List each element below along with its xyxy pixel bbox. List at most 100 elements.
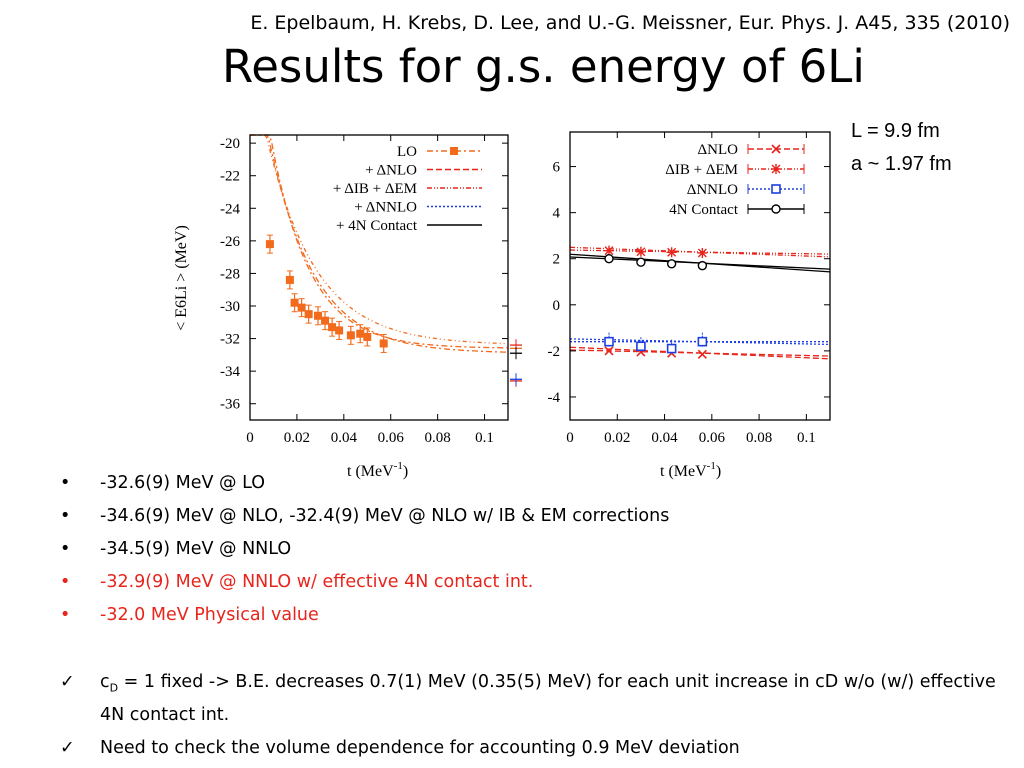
lo-data-point [297,303,306,312]
data-point [666,343,677,354]
data-point [635,246,646,257]
bullet-icon: • [60,572,71,592]
x-tick-label: 0.04 [651,430,678,446]
y-tick-label: -30 [220,299,240,315]
data-point [604,336,614,347]
legend-label: + 4N Contact [336,218,418,234]
lo-energy-chart: 0 0.02 0.04 0.06 0.08 0.1 -20 -22 -24 -26 -28 -30 -3… [173,134,522,480]
x-tick-label: 0.02 [604,430,630,446]
x-tick-label: 0.1 [475,430,494,446]
legend-marker [771,184,781,194]
checkmark-icon: ✓ [60,672,75,692]
x-tick-label: 0.1 [797,430,816,446]
note-text: c [100,672,110,692]
checkmark-icon: ✓ [60,737,75,758]
data-point [697,260,708,271]
plot-frame [249,134,509,421]
result-text: -34.6(9) MeV @ NLO, -32.4(9) MeV @ NLO w… [100,506,670,526]
legend-label: ΔNNLO [687,182,738,198]
data-point [604,254,614,264]
result-item: • -32.9(9) MeV @ NNLO w/ effective 4N con… [60,572,1000,605]
legend-label: 4N Contact [669,202,739,218]
data-point [604,346,614,356]
lo-data-point [321,316,330,325]
x-tick-label: 0 [246,430,254,446]
data-point [697,336,708,347]
fit-line [569,246,831,258]
lo-data-point [314,311,323,320]
data-point [666,247,677,258]
legend-label: + ΔNNLO [354,200,417,216]
y-tick-label: -4 [548,390,561,406]
result-text: -32.0 MeV Physical value [100,605,319,625]
x-tick-label: 0.08 [746,430,772,446]
y-tick-label: 4 [553,206,561,222]
reference-citation: E. Epelbaum, H. Krebs, D. Lee, and U.-G.… [250,12,1010,34]
x-tick-label: 0.02 [284,430,310,446]
x-axis-label: t (MeV-1) [347,460,408,480]
data-point [636,341,646,352]
data-point [604,245,614,256]
bullet-icon: • [60,605,71,625]
result-text: -32.9(9) MeV @ NNLO w/ effective 4N cont… [100,572,534,592]
result-text: -34.5(9) MeV @ NNLO [100,539,292,559]
note-item: ✓ cD = 1 fixed -> B.E. decreases 0.7(1) M… [60,669,1000,728]
result-item: • -34.5(9) MeV @ NNLO [60,539,1000,572]
bullet-icon: • [60,539,71,559]
bullet-icon: • [60,473,71,493]
legend-marker [771,164,781,174]
result-item: • -32.0 MeV Physical value [60,605,1000,638]
legend-marker [771,204,781,214]
legend-marker [771,144,781,154]
ib-em-fit-curve [250,134,509,345]
data-point [636,257,646,267]
lo-data-point [304,310,313,319]
y-tick-label: -24 [220,201,240,217]
lo-data-point [290,298,299,307]
y-tick-label: 6 [553,160,561,176]
slide-title: Results for g.s. energy of 6Li [222,40,865,93]
lattice-size-label: L = 9.9 fm [851,120,940,142]
lattice-spacing-label: a ~ 1.97 fm [851,153,952,175]
lo-data-point [328,323,337,332]
y-tick-label: -22 [220,169,240,185]
y-axis-label: < E6Li > (MeV) [173,225,190,331]
data-point [697,349,707,359]
lo-data-point [285,275,294,284]
x-tick-label: 0.08 [425,430,451,446]
result-text: -32.6(9) MeV @ LO [100,473,265,493]
note-text: = 1 fixed -> B.E. decreases 0.7(1) MeV (… [100,672,996,725]
legend-label: + ΔIB + ΔEM [333,181,417,197]
note-text: Need to check the volume dependence for … [100,737,740,758]
legend-label: ΔNLO [698,142,739,158]
legend-marker [450,147,458,155]
lo-data-point [379,339,388,348]
lo-data-point [363,332,372,341]
bullet-icon: • [60,506,71,526]
data-point [697,247,708,258]
lo-data-point [356,329,365,338]
result-item: • -34.6(9) MeV @ NLO, -32.4(9) MeV @ NLO … [60,506,1000,539]
y-tick-label: -36 [220,397,240,413]
y-tick-label: -34 [220,364,240,380]
y-tick-label: 0 [553,298,561,314]
x-tick-label: 0.04 [331,430,358,446]
result-item: • -32.6(9) MeV @ LO [60,473,1000,506]
y-tick-label: -2 [548,344,561,360]
legend-label: + ΔNLO [365,163,417,179]
x-axis-label: t (MeV-1) [660,460,721,480]
notes-list: ✓ cD = 1 fixed -> B.E. decreases 0.7(1) M… [60,669,1000,761]
fit-line [569,338,831,346]
x-tick-label: 0.06 [699,430,726,446]
y-tick-label: -26 [220,234,240,250]
legend-label: ΔIB + ΔEM [665,162,738,178]
note-subscript: D [109,681,119,695]
y-tick-label: 2 [553,252,561,268]
x-tick-label: 0 [566,430,574,446]
contact-fit-curve [250,134,509,353]
data-point [666,259,677,269]
lo-data-point [346,331,355,340]
note-item: ✓ Need to check the volume dependence for… [60,735,1000,761]
plot-frame [569,131,831,421]
y-tick-label: -28 [220,266,240,282]
